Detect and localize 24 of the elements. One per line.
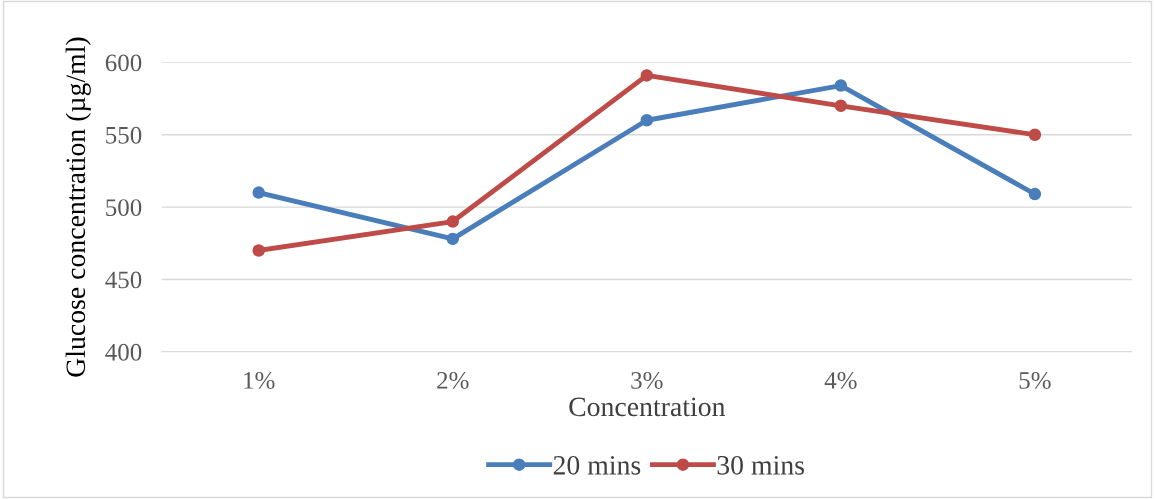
point	[446, 232, 460, 246]
x-tick-label: 4%	[824, 371, 857, 389]
y-tick-label: 500	[106, 199, 142, 216]
x-tick-label: 5%	[1019, 371, 1051, 389]
point	[640, 69, 654, 82]
point	[640, 114, 654, 127]
x-tick-label: 1%	[244, 371, 275, 389]
point	[834, 79, 848, 92]
x-tick-label: 3%	[631, 371, 663, 389]
point	[446, 215, 460, 228]
point	[1028, 187, 1042, 201]
legend-label: 30 mins	[717, 455, 804, 475]
point	[252, 186, 265, 199]
x-tick-label: 2%	[437, 371, 469, 389]
y-tick-label: 450	[105, 271, 142, 289]
y-tick-label: 400	[105, 343, 142, 361]
y-tick-label: 600	[105, 54, 142, 72]
y-tick-label: 550	[106, 126, 142, 144]
x-axis-title: Concentration	[569, 397, 726, 417]
legend-label: 20 mins	[553, 455, 641, 475]
point	[834, 99, 848, 113]
y-axis-title: Glucose concentration (µg/ml)	[65, 37, 91, 377]
point	[1028, 128, 1042, 141]
point	[252, 244, 265, 257]
